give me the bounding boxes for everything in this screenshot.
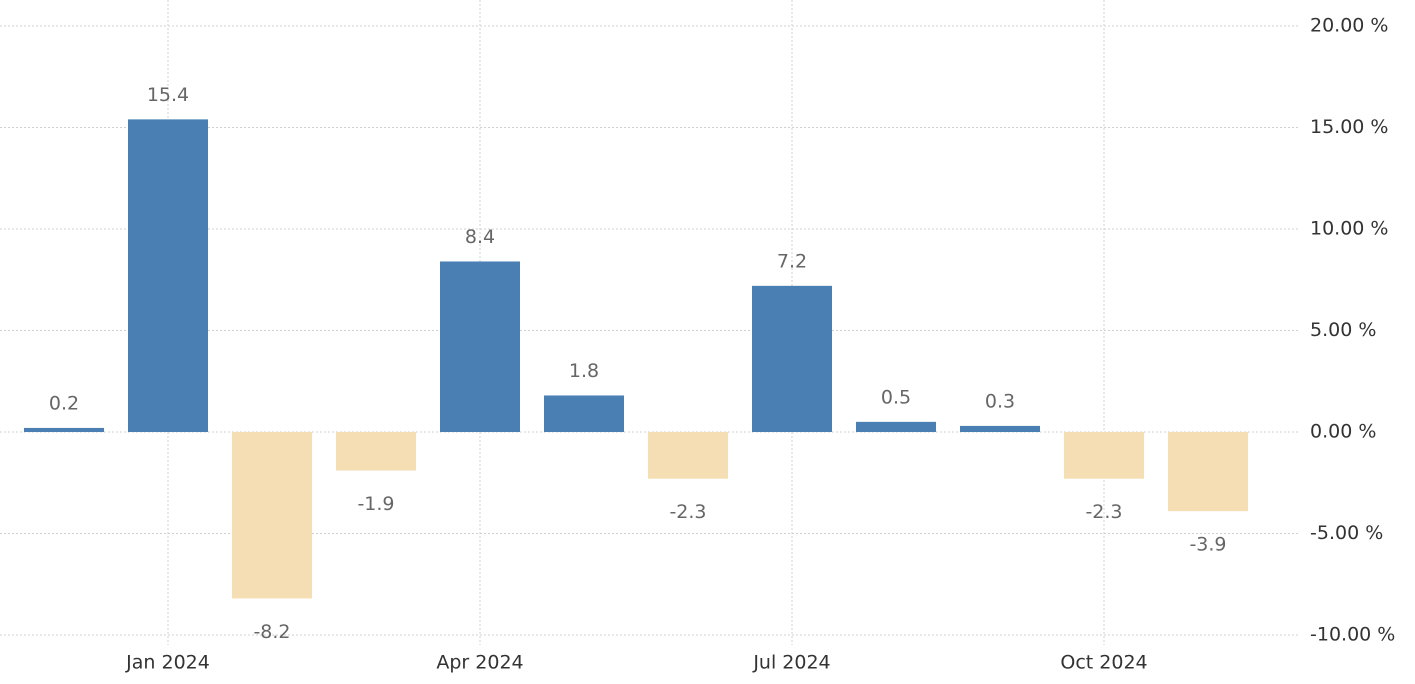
y-tick-label: -10.00 % — [1310, 624, 1395, 646]
bar — [856, 421, 936, 432]
data-label: 15.4 — [147, 84, 189, 106]
bar — [232, 432, 312, 599]
data-label: 8.4 — [465, 226, 495, 248]
y-tick-label: 10.00 % — [1310, 218, 1389, 240]
data-label: -1.9 — [357, 493, 394, 515]
y-tick-label: -5.00 % — [1310, 522, 1383, 544]
bar — [440, 261, 520, 432]
bar — [1168, 432, 1248, 512]
data-label: 0.5 — [881, 386, 911, 408]
data-label: 7.2 — [777, 250, 807, 272]
bar — [128, 119, 208, 432]
data-label: 1.8 — [569, 360, 599, 382]
bar — [960, 425, 1040, 432]
data-label: -2.3 — [669, 501, 706, 523]
y-tick-label: 0.00 % — [1310, 421, 1376, 443]
bar — [24, 427, 104, 432]
data-label: 0.2 — [49, 392, 79, 414]
data-label: 0.3 — [985, 390, 1015, 412]
data-label: -3.9 — [1189, 534, 1226, 556]
bar — [336, 432, 416, 471]
x-tick-label: Oct 2024 — [1060, 652, 1147, 674]
data-label: -8.2 — [253, 621, 290, 643]
bar — [1064, 432, 1144, 479]
x-tick-label: Apr 2024 — [436, 652, 523, 674]
x-tick-label: Jan 2024 — [125, 652, 210, 674]
x-tick-label: Jul 2024 — [752, 652, 830, 674]
y-tick-label: 20.00 % — [1310, 15, 1389, 37]
y-tick-label: 15.00 % — [1310, 116, 1389, 138]
data-label: -2.3 — [1085, 501, 1122, 523]
bar — [544, 395, 624, 432]
y-tick-label: 5.00 % — [1310, 319, 1376, 341]
bar — [752, 285, 832, 432]
bar — [648, 432, 728, 479]
